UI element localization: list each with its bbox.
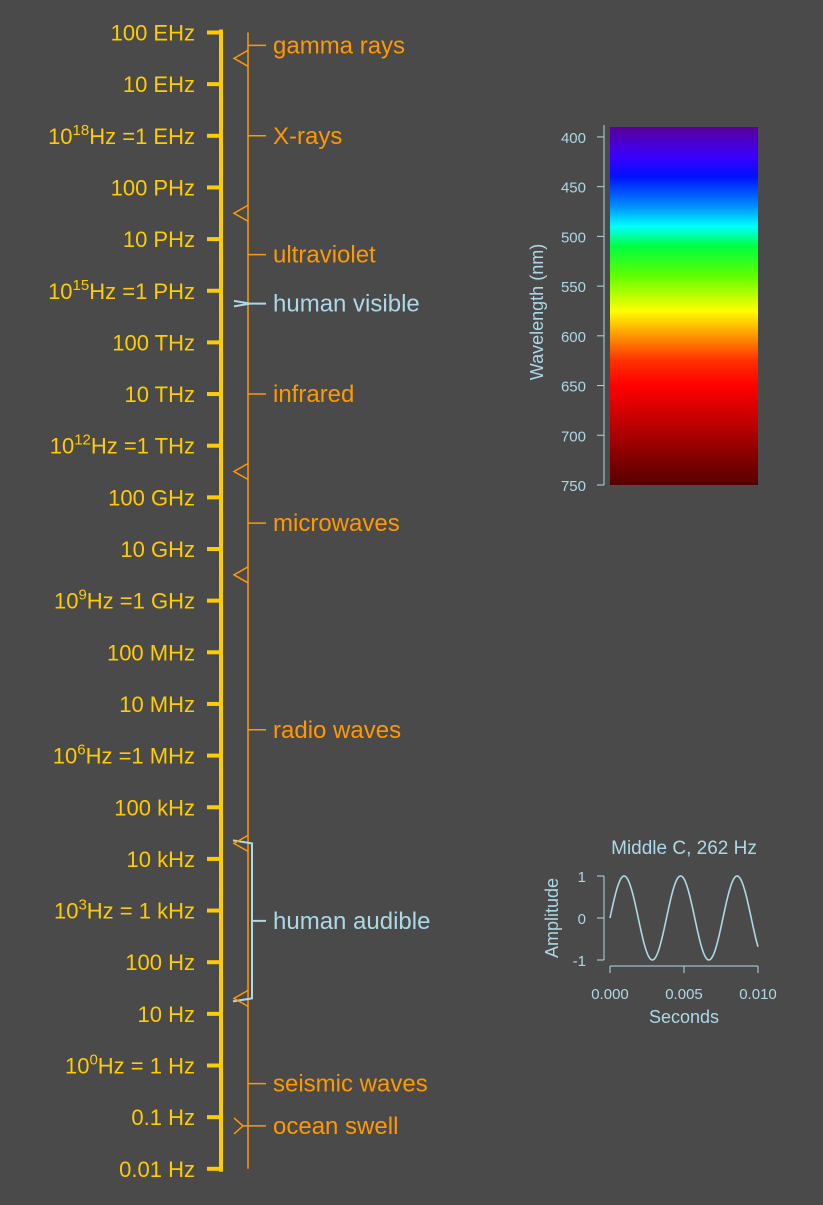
band-label-human-audible: human audible (273, 908, 430, 935)
frequency-tick-label: 1012Hz =1 THz (50, 432, 195, 459)
wavelength-tick-label: 650 (561, 379, 586, 396)
band-label-ocean-swell: ocean swell (273, 1113, 398, 1140)
frequency-tick-label: 10 THz (124, 382, 195, 407)
frequency-tick-label: 1018Hz =1 EHz (48, 122, 195, 149)
band-label-ultraviolet: ultraviolet (273, 242, 376, 269)
frequency-tick-label: 100 THz (112, 330, 195, 355)
frequency-tick-label: 10 MHz (119, 692, 195, 717)
band-label-radio-waves: radio waves (273, 717, 401, 744)
frequency-tick-label: 100 MHz (107, 640, 195, 665)
spectrum-gradient-bar (610, 127, 758, 485)
frequency-tick-label: 100 Hz (125, 950, 195, 975)
wavelength-tick-label: 400 (561, 130, 586, 147)
frequency-tick-label: 10 PHz (123, 227, 195, 252)
waveform-x-axis-label: Seconds (649, 1007, 719, 1027)
waveform-y-tick-label: 1 (578, 869, 586, 886)
bracket-human-visible (233, 299, 266, 308)
waveform-x-tick-label: 0.000 (591, 986, 629, 1003)
waveform-sine-line (609, 875, 759, 961)
waveform-x-tick-label: 0.010 (739, 986, 777, 1003)
wavelength-tick-label: 550 (561, 279, 586, 296)
band-boundary-marker (232, 834, 249, 853)
band-label-seismic-waves: seismic waves (273, 1071, 428, 1098)
frequency-tick-label: 100 GHz (108, 485, 195, 510)
waveform-x-tick-label: 0.005 (665, 986, 703, 1003)
wavelength-tick-label: 700 (561, 428, 586, 445)
band-label-infrared: infrared (273, 381, 354, 408)
band-boundary-marker (232, 462, 249, 481)
band-label-microwaves: microwaves (273, 510, 400, 537)
frequency-tick-label: 106Hz =1 MHz (53, 742, 195, 769)
band-boundary-marker (232, 204, 249, 222)
bracket-ocean-swell (233, 1117, 266, 1135)
waveform-y-tick-label: -1 (573, 953, 586, 970)
frequency-tick-label: 10 GHz (120, 537, 195, 562)
frequency-tick-label: 10 EHz (123, 72, 195, 97)
band-boundary-marker (232, 49, 249, 67)
band-label-x-rays: X-rays (273, 123, 342, 150)
frequency-tick-label: 0.01 Hz (119, 1157, 195, 1182)
band-boundary-marker (232, 566, 249, 584)
frequency-tick-label: 100Hz = 1 Hz (65, 1052, 195, 1079)
band-boundary-marker (232, 989, 249, 1008)
waveform-y-axis-label: Amplitude (542, 878, 562, 958)
frequency-tick-label: 100 PHz (111, 175, 195, 200)
frequency-tick-label: 100 kHz (114, 795, 195, 820)
frequency-tick-label: 10 Hz (138, 1002, 195, 1027)
frequency-tick-label: 103Hz = 1 kHz (54, 897, 195, 924)
wavelength-tick-label: 750 (561, 478, 586, 495)
band-label-human-visible: human visible (273, 291, 420, 318)
waveform-title: Middle C, 262 Hz (611, 838, 757, 859)
frequency-tick-label: 1015Hz =1 PHz (48, 277, 195, 304)
band-label-gamma-rays: gamma rays (273, 32, 405, 59)
frequency-tick-label: 100 EHz (111, 21, 195, 46)
wavelength-tick-label: 600 (561, 329, 586, 346)
wavelength-axis-label: Wavelength (nm) (527, 244, 547, 380)
frequency-tick-label: 109Hz =1 GHz (54, 587, 195, 614)
waveform-y-tick-label: 0 (578, 911, 586, 928)
wavelength-tick-label: 500 (561, 229, 586, 246)
frequency-tick-label: 0.1 Hz (131, 1105, 195, 1130)
frequency-tick-label: 10 kHz (127, 847, 195, 872)
wavelength-tick-label: 450 (561, 180, 586, 197)
